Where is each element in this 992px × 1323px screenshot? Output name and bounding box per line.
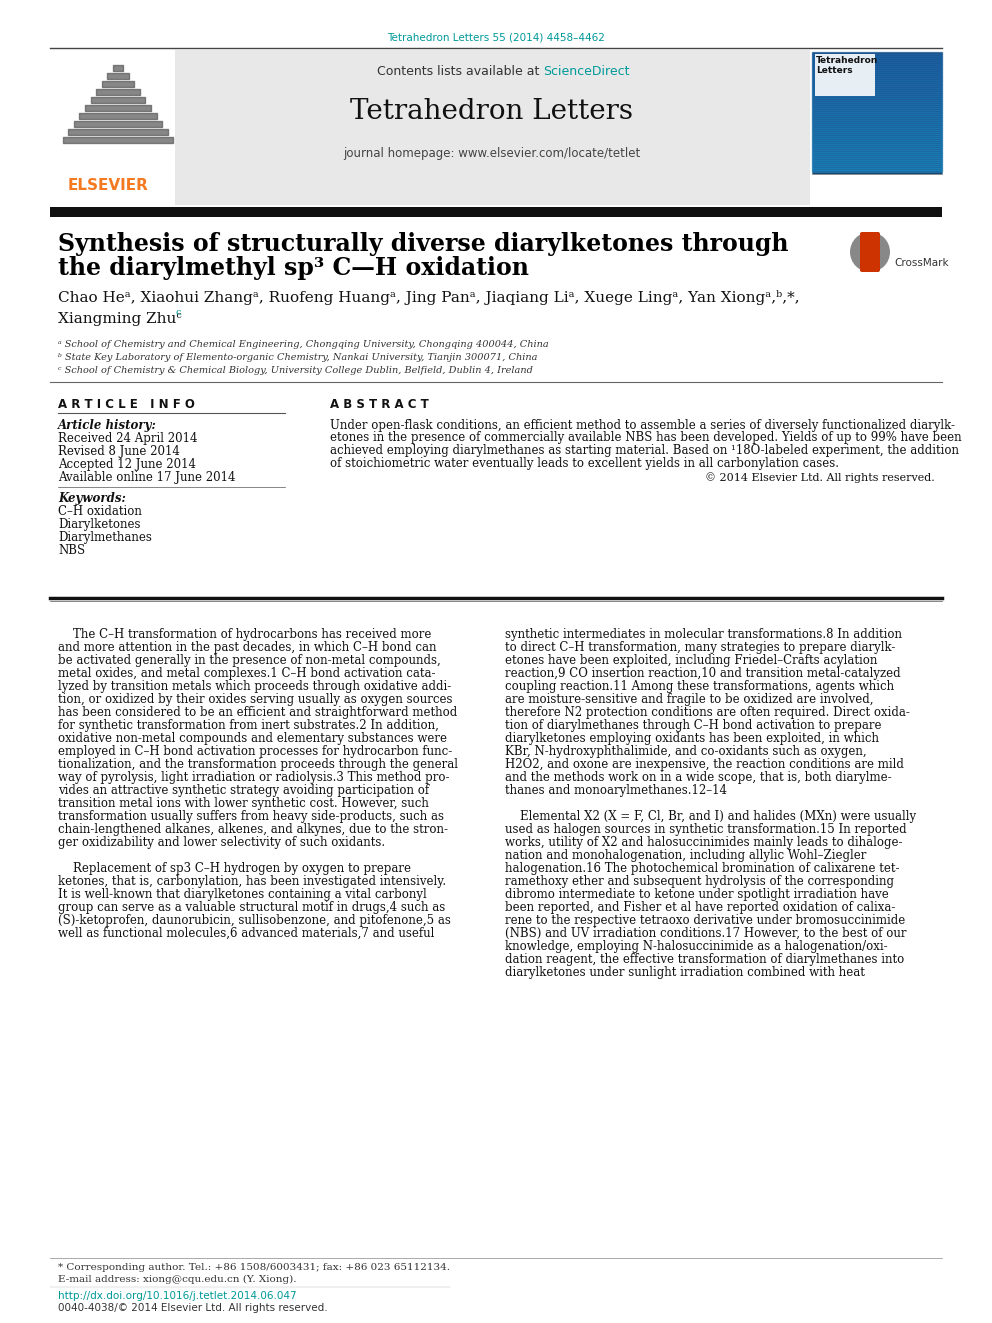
Text: tion of diarylmethanes through C–H bond activation to prepare: tion of diarylmethanes through C–H bond … [505,718,882,732]
Text: Revised 8 June 2014: Revised 8 June 2014 [58,445,180,458]
Text: CrossMark: CrossMark [894,258,948,269]
Text: Diarylketones: Diarylketones [58,519,141,531]
Text: way of pyrolysis, light irradiation or radiolysis.3 This method pro-: way of pyrolysis, light irradiation or r… [58,771,449,785]
FancyBboxPatch shape [860,232,880,273]
Text: Tetrahedron Letters 55 (2014) 4458–4462: Tetrahedron Letters 55 (2014) 4458–4462 [387,32,605,42]
Text: group can serve as a valuable structural motif in drugs,4 such as: group can serve as a valuable structural… [58,901,445,914]
Text: Chao Heᵃ, Xiaohui Zhangᵃ, Ruofeng Huangᵃ, Jing Panᵃ, Jiaqiang Liᵃ, Xuege Lingᵃ, : Chao Heᵃ, Xiaohui Zhangᵃ, Ruofeng Huangᵃ… [58,290,800,306]
Text: It is well-known that diarylketones containing a vital carbonyl: It is well-known that diarylketones cont… [58,888,427,901]
Text: Elemental X2 (X = F, Cl, Br, and I) and halides (MXn) were usually: Elemental X2 (X = F, Cl, Br, and I) and … [505,810,917,823]
Text: halogenation.16 The photochemical bromination of calixarene tet-: halogenation.16 The photochemical bromin… [505,863,900,875]
Text: Synthesis of structurally diverse diarylketones through: Synthesis of structurally diverse diaryl… [58,232,789,255]
Text: achieved employing diarylmethanes as starting material. Based on ¹18O-labeled ex: achieved employing diarylmethanes as sta… [330,445,959,456]
Text: tion, or oxidized by their oxides serving usually as oxygen sources: tion, or oxidized by their oxides servin… [58,693,452,706]
Text: are moisture-sensitive and fragile to be oxidized are involved,: are moisture-sensitive and fragile to be… [505,693,874,706]
Circle shape [850,232,890,273]
Text: thanes and monoarylmethanes.12–14: thanes and monoarylmethanes.12–14 [505,785,727,796]
Text: reaction,9 CO insertion reaction,10 and transition metal-catalyzed: reaction,9 CO insertion reaction,10 and … [505,667,901,680]
Text: dation reagent, the effective transformation of diarylmethanes into: dation reagent, the effective transforma… [505,953,905,966]
Text: c: c [175,308,181,318]
Text: Replacement of sp3 C–H hydrogen by oxygen to prepare: Replacement of sp3 C–H hydrogen by oxyge… [58,863,411,875]
Text: synthetic intermediates in molecular transformations.8 In addition: synthetic intermediates in molecular tra… [505,628,902,642]
Text: A B S T R A C T: A B S T R A C T [330,398,429,411]
Text: and more attention in the past decades, in which C–H bond can: and more attention in the past decades, … [58,642,436,654]
Text: Under open-flask conditions, an efficient method to assemble a series of diverse: Under open-flask conditions, an efficien… [330,419,955,433]
Text: diarylketones employing oxidants has been exploited, in which: diarylketones employing oxidants has bee… [505,732,879,745]
Text: tionalization, and the transformation proceeds through the general: tionalization, and the transformation pr… [58,758,458,771]
Text: Available online 17 June 2014: Available online 17 June 2014 [58,471,235,484]
Bar [50,206,942,217]
Bar [815,54,875,97]
Text: ger oxidizability and lower selectivity of such oxidants.: ger oxidizability and lower selectivity … [58,836,385,849]
Text: etones in the presence of commercially available NBS has been developed. Yields : etones in the presence of commercially a… [330,431,961,445]
Text: © 2014 Elsevier Ltd. All rights reserved.: © 2014 Elsevier Ltd. All rights reserved… [705,472,935,483]
Text: vides an attractive synthetic strategy avoiding participation of: vides an attractive synthetic strategy a… [58,785,430,796]
Text: 0040-4038/© 2014 Elsevier Ltd. All rights reserved.: 0040-4038/© 2014 Elsevier Ltd. All right… [58,1303,327,1312]
Text: Accepted 12 June 2014: Accepted 12 June 2014 [58,458,196,471]
Text: ᵃ School of Chemistry and Chemical Engineering, Chongqing University, Chongqing : ᵃ School of Chemistry and Chemical Engin… [58,340,549,349]
Text: well as functional molecules,6 advanced materials,7 and useful: well as functional molecules,6 advanced … [58,927,434,941]
Text: C–H oxidation: C–H oxidation [58,505,142,519]
Text: ketones, that is, carbonylation, has been investigated intensively.: ketones, that is, carbonylation, has bee… [58,875,446,888]
Text: Article history:: Article history: [58,419,157,433]
Text: The C–H transformation of hydrocarbons has received more: The C–H transformation of hydrocarbons h… [58,628,432,642]
Text: * Corresponding author. Tel.: +86 1508/6003431; fax: +86 023 65112134.: * Corresponding author. Tel.: +86 1508/6… [58,1263,450,1271]
Text: transformation usually suffers from heavy side-products, such as: transformation usually suffers from heav… [58,810,444,823]
Text: rene to the respective tetraoxo derivative under bromosuccinimide: rene to the respective tetraoxo derivati… [505,914,906,927]
Text: Tetrahedron
Letters: Tetrahedron Letters [816,56,878,75]
Text: for synthetic transformation from inert substrates.2 In addition,: for synthetic transformation from inert … [58,718,438,732]
Text: has been considered to be an efficient and straightforward method: has been considered to be an efficient a… [58,706,457,718]
Text: dibromo intermediate to ketone under spotlight irradiation have: dibromo intermediate to ketone under spo… [505,888,889,901]
Polygon shape [862,251,878,270]
Text: been reported, and Fisher et al have reported oxidation of calixa-: been reported, and Fisher et al have rep… [505,901,896,914]
Text: ᶜ School of Chemistry & Chemical Biology, University College Dublin, Belfield, D: ᶜ School of Chemistry & Chemical Biology… [58,366,533,374]
Text: lyzed by transition metals which proceeds through oxidative addi-: lyzed by transition metals which proceed… [58,680,451,693]
Text: (S)-ketoprofen, daunorubicin, sullisobenzone, and pitofenone,5 as: (S)-ketoprofen, daunorubicin, sullisoben… [58,914,451,927]
Text: oxidative non-metal compounds and elementary substances were: oxidative non-metal compounds and elemen… [58,732,447,745]
Text: Contents lists available at: Contents lists available at [377,65,543,78]
Text: ELSEVIER: ELSEVIER [67,179,149,193]
Text: Tetrahedron Letters: Tetrahedron Letters [350,98,634,124]
Text: transition metal ions with lower synthetic cost. However, such: transition metal ions with lower synthet… [58,796,429,810]
Bar [175,50,810,205]
Text: diarylketones under sunlight irradiation combined with heat: diarylketones under sunlight irradiation… [505,966,865,979]
Text: ᵇ State Key Laboratory of Elemento-organic Chemistry, Nankai University, Tianjin: ᵇ State Key Laboratory of Elemento-organ… [58,353,538,363]
Text: works, utility of X2 and halosuccinimides mainly leads to dihaloge-: works, utility of X2 and halosuccinimide… [505,836,903,849]
Text: ramethoxy ether and subsequent hydrolysis of the corresponding: ramethoxy ether and subsequent hydrolysi… [505,875,894,888]
Text: nation and monohalogenation, including allylic Wohl–Ziegler: nation and monohalogenation, including a… [505,849,866,863]
Text: Diarylmethanes: Diarylmethanes [58,531,152,544]
Text: http://dx.doi.org/10.1016/j.tetlet.2014.06.047: http://dx.doi.org/10.1016/j.tetlet.2014.… [58,1291,297,1301]
Text: coupling reaction.11 Among these transformations, agents which: coupling reaction.11 Among these transfo… [505,680,894,693]
Text: Received 24 April 2014: Received 24 April 2014 [58,433,197,445]
Text: chain-lengthened alkanes, alkenes, and alkynes, due to the stron-: chain-lengthened alkanes, alkenes, and a… [58,823,448,836]
Text: knowledge, employing N-halosuccinimide as a halogenation/oxi-: knowledge, employing N-halosuccinimide a… [505,941,888,953]
Text: to direct C–H transformation, many strategies to prepare diarylk-: to direct C–H transformation, many strat… [505,642,896,654]
Text: and the methods work on in a wide scope, that is, both diarylme-: and the methods work on in a wide scope,… [505,771,892,785]
Text: Xiangming Zhuᶜ: Xiangming Zhuᶜ [58,312,182,325]
Bar [812,52,942,175]
Text: (NBS) and UV irradiation conditions.17 However, to the best of our: (NBS) and UV irradiation conditions.17 H… [505,927,907,941]
Text: be activated generally in the presence of non-metal compounds,: be activated generally in the presence o… [58,654,440,667]
Text: journal homepage: www.elsevier.com/locate/tetlet: journal homepage: www.elsevier.com/locat… [343,147,641,160]
Text: A R T I C L E   I N F O: A R T I C L E I N F O [58,398,194,411]
Text: therefore N2 protection conditions are often required. Direct oxida-: therefore N2 protection conditions are o… [505,706,910,718]
Text: etones have been exploited, including Friedel–Crafts acylation: etones have been exploited, including Fr… [505,654,877,667]
Text: Keywords:: Keywords: [58,492,126,505]
Text: ScienceDirect: ScienceDirect [543,65,630,78]
Text: employed in C–H bond activation processes for hydrocarbon func-: employed in C–H bond activation processe… [58,745,452,758]
Text: of stoichiometric water eventually leads to excellent yields in all carbonylatio: of stoichiometric water eventually leads… [330,456,839,470]
Text: E-mail address: xiong@cqu.edu.cn (Y. Xiong).: E-mail address: xiong@cqu.edu.cn (Y. Xio… [58,1275,297,1285]
Text: H2O2, and oxone are inexpensive, the reaction conditions are mild: H2O2, and oxone are inexpensive, the rea… [505,758,904,771]
Bar [50,50,170,169]
Text: the diarylmethyl sp³ C—H oxidation: the diarylmethyl sp³ C—H oxidation [58,255,529,280]
Text: metal oxides, and metal complexes.1 C–H bond activation cata-: metal oxides, and metal complexes.1 C–H … [58,667,435,680]
Text: used as halogen sources in synthetic transformation.15 In reported: used as halogen sources in synthetic tra… [505,823,907,836]
Text: KBr, N-hydroxyphthalimide, and co-oxidants such as oxygen,: KBr, N-hydroxyphthalimide, and co-oxidan… [505,745,867,758]
Text: NBS: NBS [58,544,85,557]
